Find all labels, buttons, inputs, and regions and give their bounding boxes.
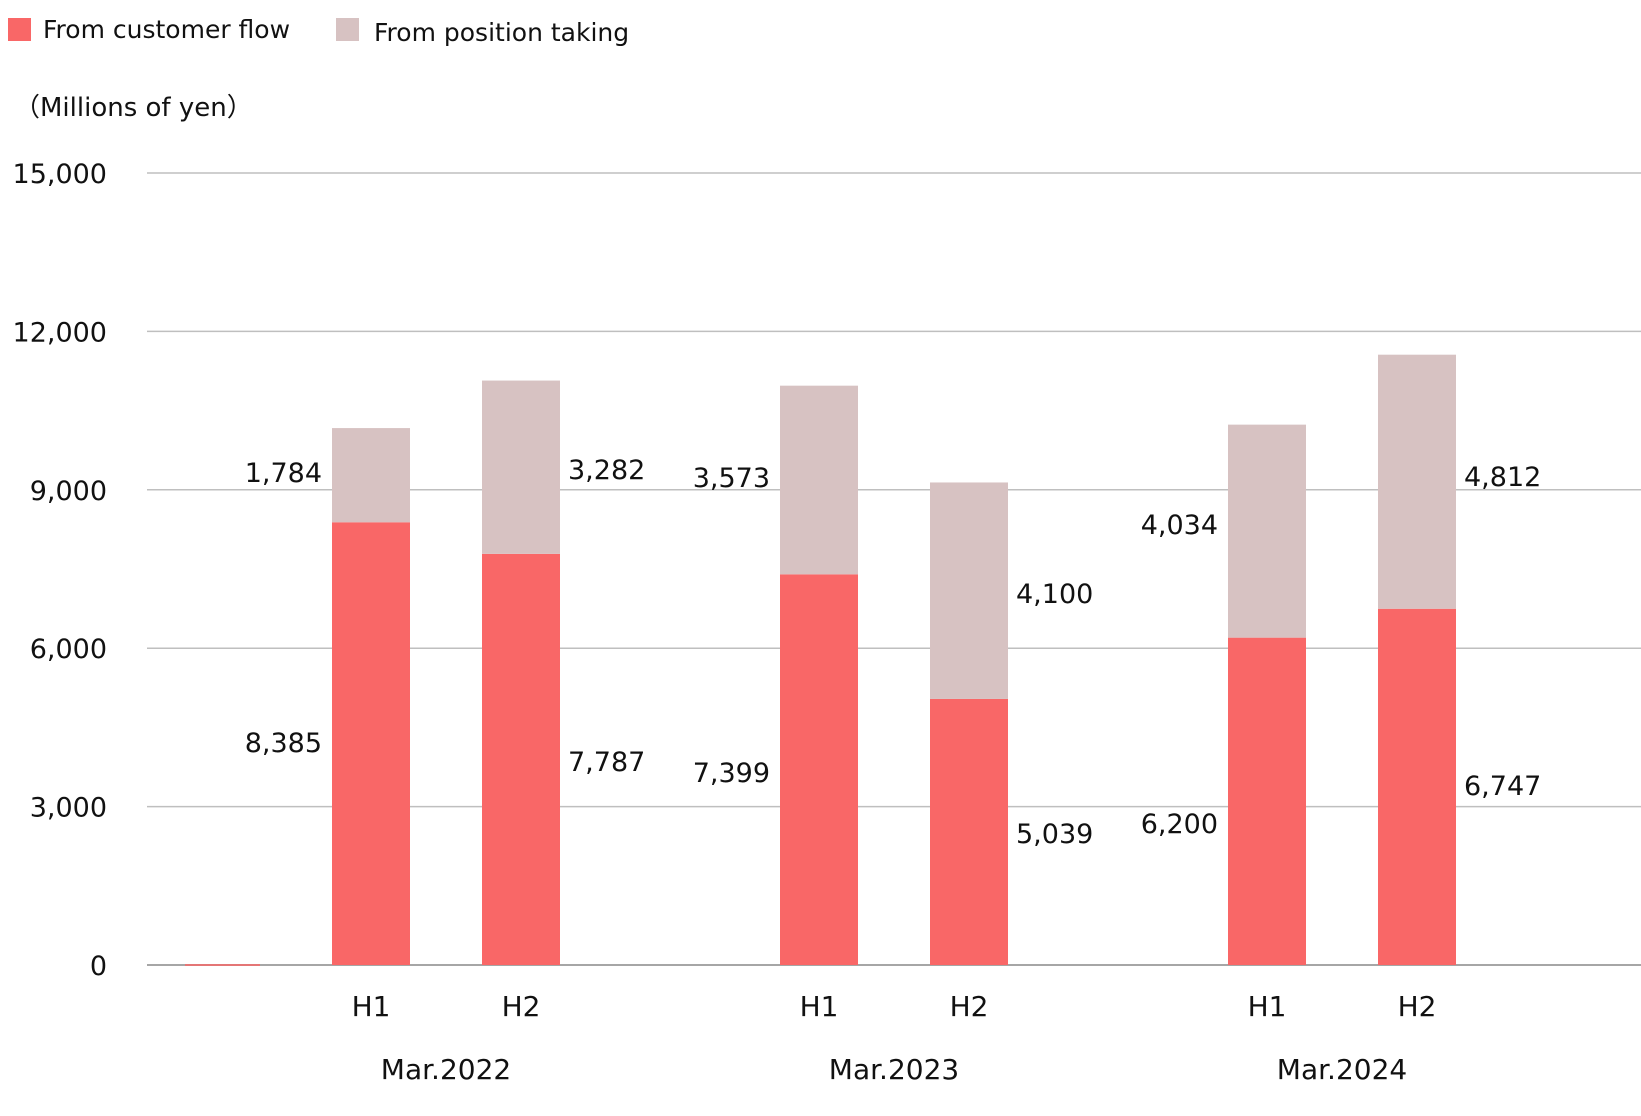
bar-position-taking: [482, 380, 560, 554]
legend: From customer flow From position taking: [8, 15, 629, 47]
data-label-position-taking: 3,282: [568, 455, 645, 486]
y-tick-label: 9,000: [30, 476, 107, 507]
bar-customer-flow: [780, 574, 858, 965]
bars: [332, 354, 1456, 965]
y-tick-label: 12,000: [13, 317, 107, 348]
x-group-label: Mar.2023: [829, 1053, 959, 1086]
data-label-position-taking: 4,100: [1016, 579, 1093, 610]
bar-position-taking: [930, 482, 1008, 699]
bar-position-taking: [1378, 354, 1456, 609]
legend-label-customer-flow: From customer flow: [43, 15, 290, 44]
x-category-label: H2: [502, 990, 541, 1023]
x-category-label: H1: [800, 990, 839, 1023]
y-tick-label: 15,000: [13, 159, 107, 190]
data-label-position-taking: 4,812: [1464, 462, 1541, 493]
legend-swatch-position-taking: [336, 18, 359, 41]
data-label-position-taking: 3,573: [693, 463, 770, 494]
data-label-position-taking: 4,034: [1141, 510, 1218, 541]
data-label-position-taking: 1,784: [245, 458, 322, 489]
data-label-customer-flow: 6,200: [1141, 809, 1218, 840]
legend-swatch-customer-flow: [8, 18, 31, 41]
legend-label-position-taking: From position taking: [374, 18, 629, 47]
bar-customer-flow: [482, 553, 560, 965]
x-category-label: H1: [352, 990, 391, 1023]
x-category-label: H1: [1248, 990, 1287, 1023]
bar-customer-flow: [930, 698, 1008, 965]
bar-customer-flow: [332, 522, 410, 965]
bar-data-labels: 8,385 1,784 7,787 3,282 7,399 3,573 5,039 4,100…: [245, 455, 1542, 850]
x-category-label: H2: [1398, 990, 1437, 1023]
y-axis-tick-labels: 0 3,000 6,000 9,000 12,000 15,000: [13, 159, 107, 982]
data-label-customer-flow: 7,787: [568, 747, 645, 778]
data-label-customer-flow: 7,399: [693, 758, 770, 789]
x-group-label: Mar.2022: [381, 1053, 511, 1086]
bar-position-taking: [332, 428, 410, 523]
x-group-label: Mar.2024: [1277, 1053, 1407, 1086]
y-tick-label: 6,000: [30, 634, 107, 665]
data-label-customer-flow: 6,747: [1464, 771, 1541, 802]
bar-position-taking: [780, 385, 858, 575]
bar-customer-flow: [1378, 608, 1456, 965]
data-label-customer-flow: 5,039: [1016, 819, 1093, 850]
data-label-customer-flow: 8,385: [245, 728, 322, 759]
bar-customer-flow: [1228, 637, 1306, 965]
x-axis-labels: H1 H2 Mar.2022 H1 H2 Mar.2023 H1 H2 Mar.2024: [352, 990, 1437, 1086]
x-category-label: H2: [950, 990, 989, 1023]
y-tick-label: 0: [90, 951, 107, 982]
bar-position-taking: [1228, 424, 1306, 638]
y-tick-label: 3,000: [30, 793, 107, 824]
y-axis-unit-label: （Millions of yen）: [14, 93, 253, 123]
